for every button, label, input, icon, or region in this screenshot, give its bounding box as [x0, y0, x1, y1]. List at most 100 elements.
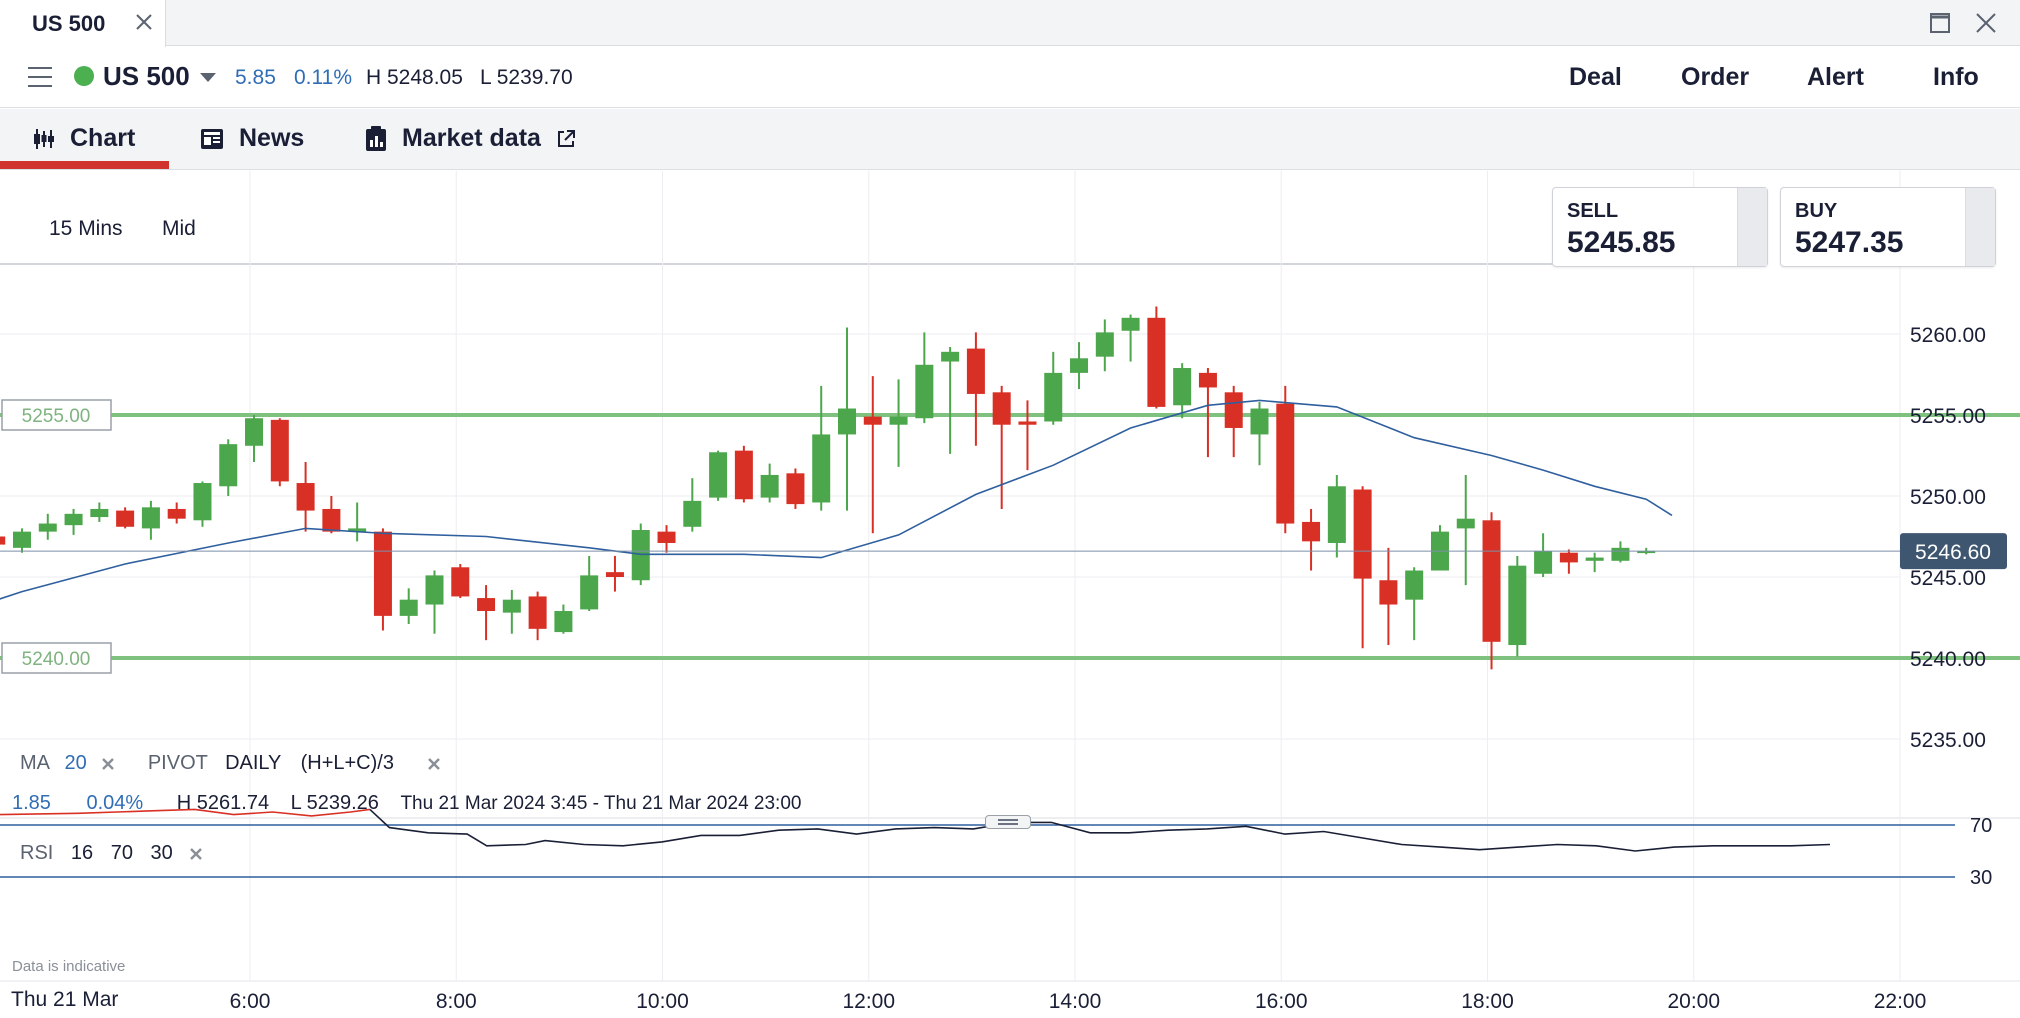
- session-change: 1.85: [12, 792, 51, 814]
- candle[interactable]: [1482, 512, 1501, 670]
- candle[interactable]: [116, 507, 135, 529]
- candle[interactable]: [760, 463, 779, 503]
- candle[interactable]: [296, 461, 315, 532]
- candle[interactable]: [1224, 385, 1243, 458]
- buy-button[interactable]: BUY 5247.35: [1780, 187, 1996, 267]
- candle[interactable]: [1456, 474, 1475, 586]
- menu-icon[interactable]: [28, 67, 52, 87]
- change-points: 5.85: [235, 66, 276, 89]
- candle[interactable]: [477, 585, 496, 641]
- candle[interactable]: [786, 468, 805, 509]
- pivot-formula[interactable]: (H+L+C)/3: [300, 752, 394, 774]
- candle[interactable]: [322, 496, 341, 534]
- candle[interactable]: [1173, 363, 1192, 419]
- instrument-name[interactable]: US 500: [103, 61, 190, 91]
- remove-rsi-icon[interactable]: [188, 846, 204, 862]
- pivot-period[interactable]: DAILY: [225, 752, 282, 774]
- ma-period[interactable]: 20: [64, 752, 87, 774]
- candle[interactable]: [1250, 402, 1269, 466]
- tab-market-data[interactable]: Market data: [364, 124, 577, 153]
- candle[interactable]: [657, 525, 676, 553]
- candle[interactable]: [863, 376, 882, 534]
- tab-news[interactable]: News: [199, 124, 304, 153]
- candle[interactable]: [915, 332, 934, 424]
- candle[interactable]: [709, 450, 728, 501]
- candle[interactable]: [528, 591, 547, 641]
- price-chart[interactable]: 5255.00 5240.00 5235.00 5240.00 5245.00 5250…: [0, 171, 2020, 1018]
- close-window-icon[interactable]: [1972, 9, 2000, 37]
- remove-pivot-icon[interactable]: [426, 756, 442, 772]
- order-button[interactable]: Order: [1681, 63, 1750, 91]
- candle[interactable]: [1147, 306, 1166, 409]
- rsi-upper[interactable]: 70: [110, 842, 133, 864]
- sell-button[interactable]: SELL 5245.85: [1552, 187, 1768, 267]
- candle[interactable]: [1018, 400, 1037, 471]
- candle-body: [296, 483, 315, 511]
- candle[interactable]: [167, 502, 186, 524]
- candle[interactable]: [38, 513, 57, 540]
- candle[interactable]: [1353, 486, 1372, 649]
- rsi-period[interactable]: 16: [70, 842, 94, 864]
- candle[interactable]: [889, 379, 908, 467]
- candle[interactable]: [734, 445, 753, 503]
- candle[interactable]: [451, 564, 470, 599]
- candle[interactable]: [1611, 541, 1630, 563]
- info-button[interactable]: Info: [1933, 63, 1979, 91]
- candle[interactable]: [1585, 552, 1604, 573]
- candle[interactable]: [90, 502, 109, 522]
- candle[interactable]: [425, 570, 444, 634]
- remove-ma-icon[interactable]: [100, 756, 116, 772]
- rsi-lower[interactable]: 30: [150, 842, 173, 864]
- candle[interactable]: [193, 481, 212, 527]
- alert-button[interactable]: Alert: [1807, 63, 1864, 91]
- candle[interactable]: [1508, 555, 1527, 657]
- candle[interactable]: [1121, 314, 1140, 362]
- candle[interactable]: [1198, 368, 1217, 458]
- rsi-line-overbought: [0, 808, 371, 817]
- candle[interactable]: [1095, 319, 1114, 372]
- pivot-label: PIVOT: [147, 752, 208, 774]
- candle[interactable]: [1405, 567, 1424, 641]
- candle[interactable]: [13, 528, 31, 553]
- candle[interactable]: [1559, 549, 1578, 574]
- candle[interactable]: [683, 478, 702, 532]
- deal-button[interactable]: Deal: [1569, 63, 1622, 91]
- candle[interactable]: [373, 528, 392, 631]
- candle[interactable]: [966, 332, 985, 446]
- candle[interactable]: [1430, 525, 1449, 571]
- candle[interactable]: [554, 604, 573, 634]
- candle[interactable]: [64, 508, 83, 535]
- candle[interactable]: [141, 500, 160, 540]
- maximize-icon[interactable]: [1926, 9, 1954, 37]
- candle[interactable]: [245, 415, 264, 462]
- candle[interactable]: [348, 502, 367, 542]
- candle[interactable]: [1534, 533, 1553, 577]
- candle[interactable]: [1379, 547, 1398, 646]
- candle[interactable]: [502, 589, 521, 634]
- candle[interactable]: [1327, 474, 1346, 558]
- session-high: H 5261.74: [176, 792, 270, 814]
- candle[interactable]: [1044, 351, 1063, 425]
- candle[interactable]: [1302, 508, 1321, 571]
- window-tab[interactable]: US 500: [0, 0, 166, 47]
- candle[interactable]: [270, 418, 289, 487]
- candle[interactable]: [580, 555, 599, 612]
- close-tab-icon[interactable]: [132, 10, 156, 34]
- pane-resize-handle[interactable]: [985, 815, 1031, 829]
- candle[interactable]: [1070, 342, 1089, 390]
- candle[interactable]: [812, 385, 831, 511]
- candle[interactable]: [399, 588, 418, 624]
- candle[interactable]: [219, 439, 238, 496]
- candle[interactable]: [1276, 385, 1295, 534]
- candle[interactable]: [941, 346, 960, 454]
- candle[interactable]: [605, 555, 624, 592]
- tab-chart[interactable]: Chart: [32, 124, 135, 153]
- candle[interactable]: [838, 327, 856, 511]
- timeframe-selector[interactable]: 15 Mins: [49, 217, 123, 240]
- candle[interactable]: [0, 530, 6, 548]
- chevron-down-icon[interactable]: [200, 73, 216, 82]
- candle[interactable]: [992, 385, 1011, 509]
- price-type-selector[interactable]: Mid: [162, 217, 196, 240]
- candle-body: [116, 510, 135, 527]
- pivot-level-label: 5255.00: [22, 406, 91, 427]
